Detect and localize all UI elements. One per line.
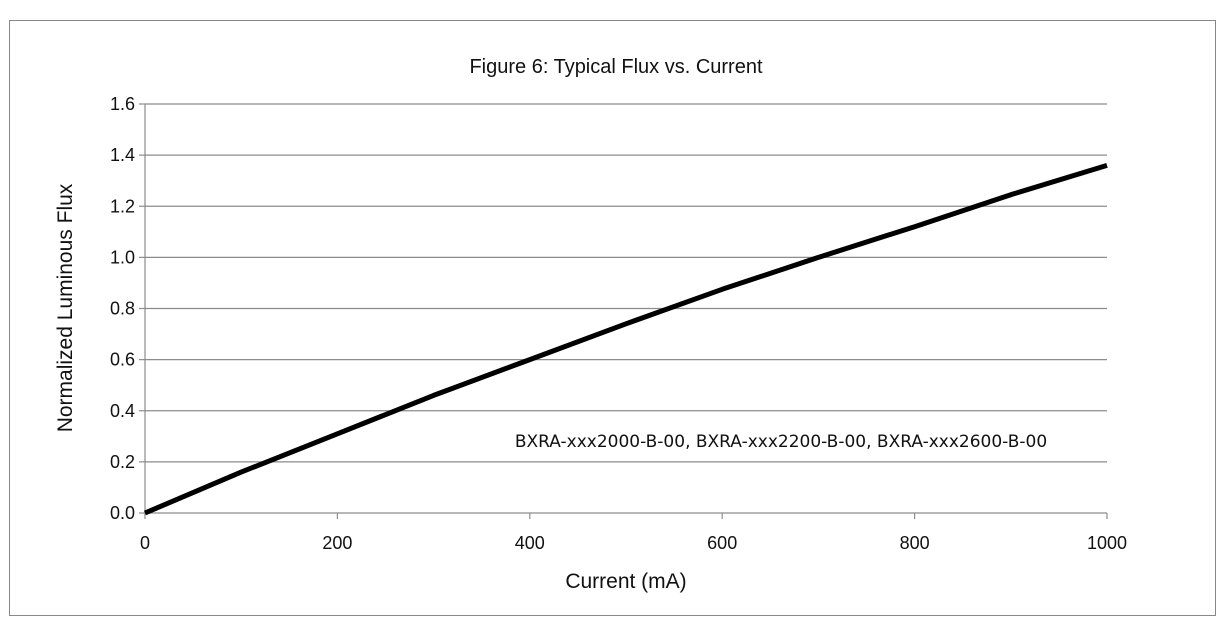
x-tick-label: 200 <box>322 533 352 553</box>
y-tick-label: 1.0 <box>110 247 135 267</box>
axes <box>139 103 1108 519</box>
chart-frame <box>9 20 1216 616</box>
x-tick-label: 0 <box>140 533 150 553</box>
series-layer <box>144 163 1108 516</box>
y-tick-label: 1.6 <box>110 94 135 114</box>
chart-title: Figure 6: Typical Flux vs. Current <box>469 56 763 78</box>
y-tick-label: 0.6 <box>110 350 135 370</box>
series-line <box>144 163 1108 516</box>
x-tick-label: 1000 <box>1087 533 1127 553</box>
y-tick-label: 0.2 <box>110 452 135 472</box>
grid-lines <box>145 103 1107 463</box>
y-tick-label: 1.4 <box>110 145 135 165</box>
x-tick-label: 600 <box>707 533 737 553</box>
x-axis-title: Current (mA) <box>565 570 686 593</box>
x-tick-label: 800 <box>900 533 930 553</box>
y-axis-title: Normalized Luminous Flux <box>54 183 77 432</box>
x-tick-label: 400 <box>515 533 545 553</box>
y-tick-label: 1.2 <box>110 196 135 216</box>
chart-annotation: BXRA-xxx2000-B-00, BXRA-xxx2200-B-00, BX… <box>515 432 1047 452</box>
tick-labels: 0.0 0.2 0.4 0.6 0.8 1.0 1.2 1.4 1.6 0 200 400 600 800… <box>110 94 1127 553</box>
y-tick-label: 0.4 <box>110 401 135 421</box>
y-tick-label: 0.0 <box>110 503 135 523</box>
y-tick-label: 0.8 <box>110 299 135 319</box>
